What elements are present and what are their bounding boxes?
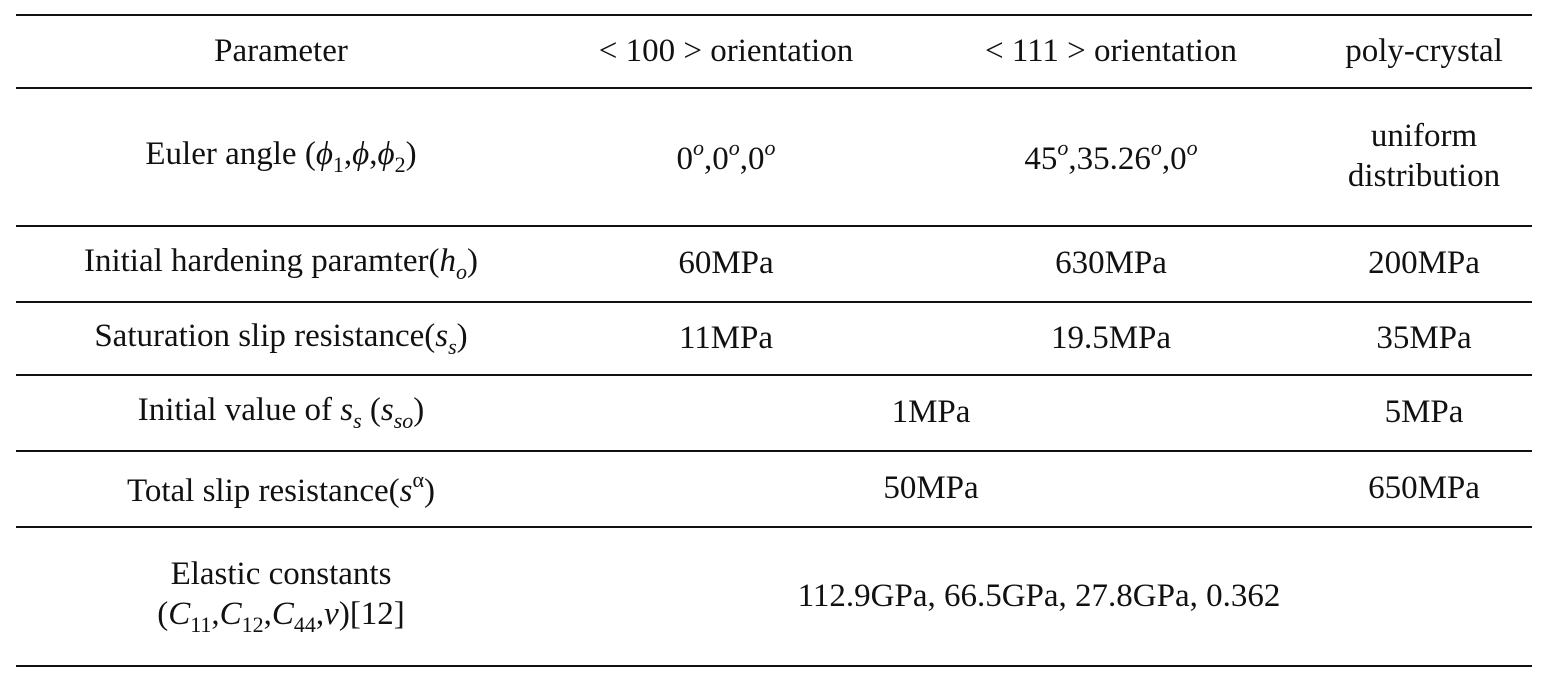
- hardening-value-poly: 200MPa: [1368, 245, 1480, 282]
- total-value-poly: 650MPa: [1368, 470, 1480, 507]
- initial-label: Initial value of ss (sso): [137, 392, 425, 434]
- hardening-value-100: 60MPa: [678, 245, 774, 282]
- header-orientation-100: < 100 > orientation: [598, 32, 854, 69]
- header-row: Parameter < 100 > orientation < 111 > or…: [16, 15, 1532, 88]
- elastic-label: Elastic constants (C11,C12,C44,ν)[12]: [157, 556, 405, 637]
- euler-label: Euler angle (ϕ1,ϕ,ϕ2): [145, 136, 417, 178]
- row-elastic-constants: Elastic constants (C11,C12,C44,ν)[12] 112…: [16, 527, 1532, 666]
- hardening-label: Initial hardening paramter(ho): [83, 243, 478, 285]
- saturation-value-100: 11MPa: [678, 319, 774, 356]
- header-poly-crystal: poly-crystal: [1345, 32, 1503, 69]
- row-euler-angle: Euler angle (ϕ1,ϕ,ϕ2) 0o,0o,0o 45o,35.26…: [16, 88, 1532, 226]
- euler-value-111: 45o,35.26o,0o: [1024, 134, 1198, 177]
- euler-value-poly: uniform distribution: [1347, 118, 1501, 194]
- saturation-value-111: 19.5MPa: [1050, 319, 1172, 356]
- row-saturation-slip: Saturation slip resistance(ss) 11MPa 19.…: [16, 302, 1532, 375]
- saturation-value-poly: 35MPa: [1376, 319, 1472, 356]
- parameters-table: Parameter < 100 > orientation < 111 > or…: [16, 14, 1532, 667]
- header-orientation-111: < 111 > orientation: [985, 32, 1237, 69]
- header-parameter: Parameter: [214, 32, 348, 69]
- row-initial-hardening: Initial hardening paramter(ho) 60MPa 630…: [16, 226, 1532, 302]
- initial-value-poly: 5MPa: [1384, 394, 1464, 431]
- initial-value-merged: 1MPa: [891, 394, 971, 431]
- total-label: Total slip resistance(sα): [127, 466, 435, 509]
- row-total-slip: Total slip resistance(sα) 50MPa 650MPa: [16, 451, 1532, 527]
- euler-value-100: 0o,0o,0o: [676, 134, 776, 177]
- hardening-value-111: 630MPa: [1055, 245, 1167, 282]
- total-value-merged: 50MPa: [883, 470, 979, 507]
- elastic-value-merged: 112.9GPa, 66.5GPa, 27.8GPa, 0.362: [797, 577, 1281, 614]
- saturation-label: Saturation slip resistance(ss): [94, 317, 468, 359]
- row-initial-value: Initial value of ss (sso) 1MPa 5MPa: [16, 375, 1532, 451]
